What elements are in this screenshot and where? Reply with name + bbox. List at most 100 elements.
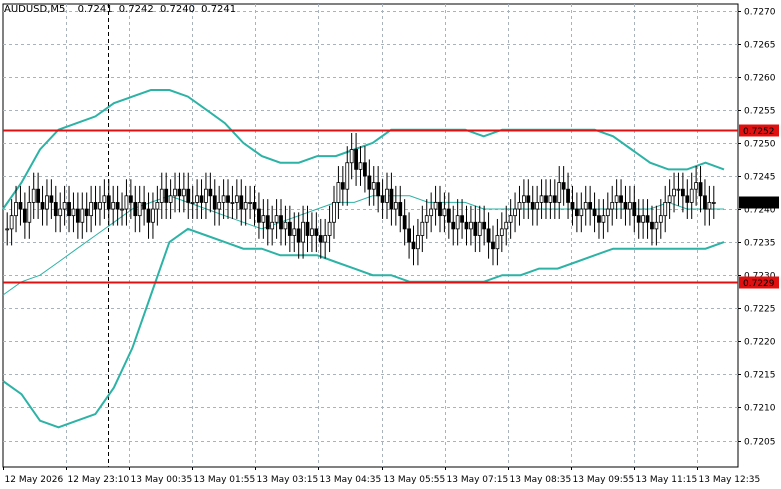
candle-body	[495, 235, 500, 250]
candle-body	[5, 228, 10, 231]
candle-body	[318, 235, 323, 243]
candle-body	[530, 202, 535, 210]
candle-body	[605, 208, 610, 217]
candle-body	[18, 202, 23, 210]
x-tick-label: 13 May 03:15	[257, 475, 319, 485]
level-label-bg	[739, 124, 779, 137]
y-tick-label: 0.7240	[744, 206, 776, 216]
candle-body	[190, 202, 195, 204]
x-tick-label: 13 May 05:55	[384, 475, 446, 485]
y-tick-label: 0.7245	[744, 173, 776, 183]
candle-body	[667, 195, 672, 203]
candle-body	[371, 182, 376, 190]
candle-body	[517, 202, 522, 210]
candle-body	[446, 208, 451, 223]
candle-body	[636, 215, 641, 223]
candle-body	[526, 195, 531, 203]
candle-body	[49, 195, 54, 203]
candle-body	[623, 202, 628, 210]
candle-body	[27, 202, 32, 223]
close-value: 0.7241	[201, 4, 237, 15]
candle-body	[420, 221, 425, 236]
y-tick-label: 0.7215	[744, 371, 776, 381]
candle-body	[486, 228, 491, 243]
candle-body	[363, 162, 367, 177]
candle-body	[310, 228, 314, 236]
candle-body	[151, 208, 155, 223]
symbol-label: AUDUSD,M5	[4, 4, 66, 15]
candle-body	[314, 228, 319, 236]
candle-body	[243, 202, 248, 210]
x-tick-label: 13 May 07:15	[447, 475, 509, 485]
x-tick-label: 13 May 00:35	[131, 475, 193, 485]
candle-body	[561, 182, 566, 190]
candle-body	[588, 202, 593, 210]
candle-body	[460, 215, 464, 223]
candle-body	[137, 202, 142, 217]
candle-body	[544, 195, 548, 203]
candle-body	[230, 202, 235, 204]
y-tick-label: 0.7250	[744, 140, 776, 150]
candle-body	[601, 215, 606, 223]
x-tick-label: 13 May 09:55	[573, 475, 635, 485]
candle-body	[332, 202, 336, 223]
y-tick-label: 0.7255	[744, 107, 776, 117]
candle-body	[557, 182, 562, 203]
candle-body	[208, 188, 213, 197]
candle-body	[367, 175, 372, 190]
candle-body	[393, 202, 398, 210]
candle-body	[407, 228, 411, 243]
open-value: 0.7241	[77, 4, 113, 15]
candle-body	[323, 235, 328, 243]
candle-body	[261, 215, 266, 223]
candle-body	[398, 202, 403, 217]
candle-body	[22, 208, 27, 223]
candle-body	[159, 188, 164, 203]
candle-body	[504, 221, 509, 230]
candle-body	[442, 208, 447, 217]
candle-body	[632, 202, 637, 217]
lower-band-line	[2, 227, 725, 429]
candle-body	[93, 202, 98, 210]
candle-body	[287, 221, 292, 236]
candle-body	[685, 195, 690, 203]
candle-body	[270, 221, 275, 230]
candle-body	[80, 208, 85, 223]
candle-body	[473, 221, 478, 236]
candle-body	[429, 208, 434, 217]
candle-body	[619, 195, 623, 203]
candle-body	[195, 195, 200, 203]
candle-body	[164, 188, 169, 203]
candle-body	[385, 188, 389, 203]
candle-body	[239, 195, 244, 210]
candle-body	[146, 208, 151, 223]
candle-body	[168, 195, 173, 203]
candle-body	[89, 202, 94, 217]
candle-body	[654, 221, 659, 230]
low-value: 0.7240	[159, 4, 195, 15]
y-tick-label: 0.7225	[744, 305, 776, 315]
candle-body	[416, 235, 420, 250]
candle-body	[663, 202, 668, 217]
candle-body	[645, 215, 650, 223]
candle-body	[570, 202, 575, 210]
candle-body	[610, 202, 615, 210]
y-tick-label: 0.7270	[744, 8, 776, 18]
candle-body	[292, 228, 297, 236]
x-tick-label: 13 May 11:15	[636, 475, 698, 485]
candle-body	[650, 221, 654, 230]
candle-body	[265, 215, 270, 230]
candle-body	[482, 221, 487, 230]
candle-body	[376, 182, 381, 197]
candle-body	[548, 195, 553, 203]
candle-body	[345, 162, 350, 190]
level-label-bg	[739, 276, 779, 289]
candle-body	[658, 215, 663, 223]
candle-body	[186, 188, 191, 203]
candle-body	[566, 188, 570, 203]
candle-body	[212, 195, 217, 210]
candle-body	[234, 195, 239, 203]
candle-body	[574, 208, 579, 217]
chart-header: AUDUSD,M5 0.7241 0.7242 0.7240 0.7241	[4, 4, 236, 15]
